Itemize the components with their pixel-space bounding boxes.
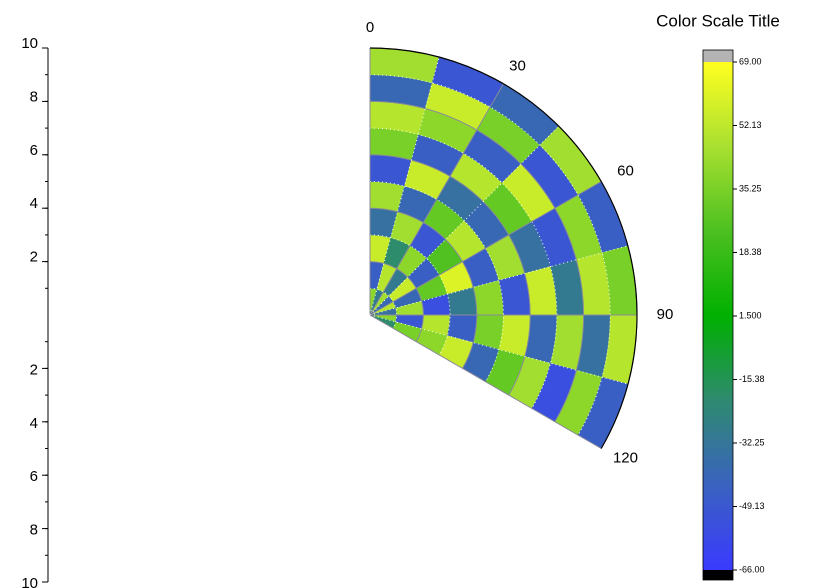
polar-outline (369, 47, 638, 449)
colorbar-tick-label: -32.25 (739, 437, 765, 447)
grid-spoke (369, 83, 504, 316)
theta-tick-label: 60 (617, 162, 634, 179)
colorbar-over (703, 50, 733, 62)
colorbar-tick-label: -15.38 (739, 374, 765, 384)
contour-cell (498, 273, 531, 316)
colorbar-tick-label: -49.13 (739, 501, 765, 511)
theta-tick-label: 0 (366, 19, 374, 36)
colorbar-tick-label: 69.00 (739, 56, 762, 66)
grid-spoke (369, 181, 602, 316)
r-tick-label: 4 (30, 195, 38, 212)
minor-grid-circle (369, 234, 451, 356)
colorbar (703, 62, 733, 570)
minor-grid-spoke (369, 314, 629, 385)
r-tick-label: 6 (30, 142, 38, 159)
colorbar-under (703, 570, 733, 580)
colorbar-tick-label: 52.13 (739, 120, 762, 130)
r-tick-label: 8 (30, 88, 38, 105)
colorbar-title: Color Scale Title (656, 11, 780, 30)
colorbar-tick-label: -66.00 (739, 564, 765, 574)
minor-grid-spoke (369, 245, 629, 316)
colorbar-tick-label: 35.25 (739, 183, 762, 193)
r-tick-label: 8 (30, 522, 38, 539)
colorbar-tick-label: 18.38 (739, 247, 762, 257)
grid-spoke (369, 314, 602, 449)
minor-grid-circle (369, 181, 504, 382)
theta-tick-label: 90 (657, 306, 674, 323)
theta-tick-label: 30 (509, 57, 526, 74)
minor-grid-spoke (369, 56, 440, 316)
contour-cell (498, 314, 531, 357)
r-tick-label: 2 (30, 361, 38, 378)
colorbar-frame (702, 49, 734, 581)
contour-cell (369, 154, 412, 187)
minor-grid-spoke (369, 125, 560, 316)
r-tick-label: 4 (30, 415, 38, 432)
r-tick-label: 6 (30, 468, 38, 485)
theta-tick-label: 120 (613, 449, 638, 466)
r-tick-label: 10 (21, 35, 38, 52)
r-tick-label: 10 (21, 575, 38, 588)
r-tick-label: 2 (30, 249, 38, 266)
colorbar-tick-label: 1.500 (739, 310, 762, 320)
